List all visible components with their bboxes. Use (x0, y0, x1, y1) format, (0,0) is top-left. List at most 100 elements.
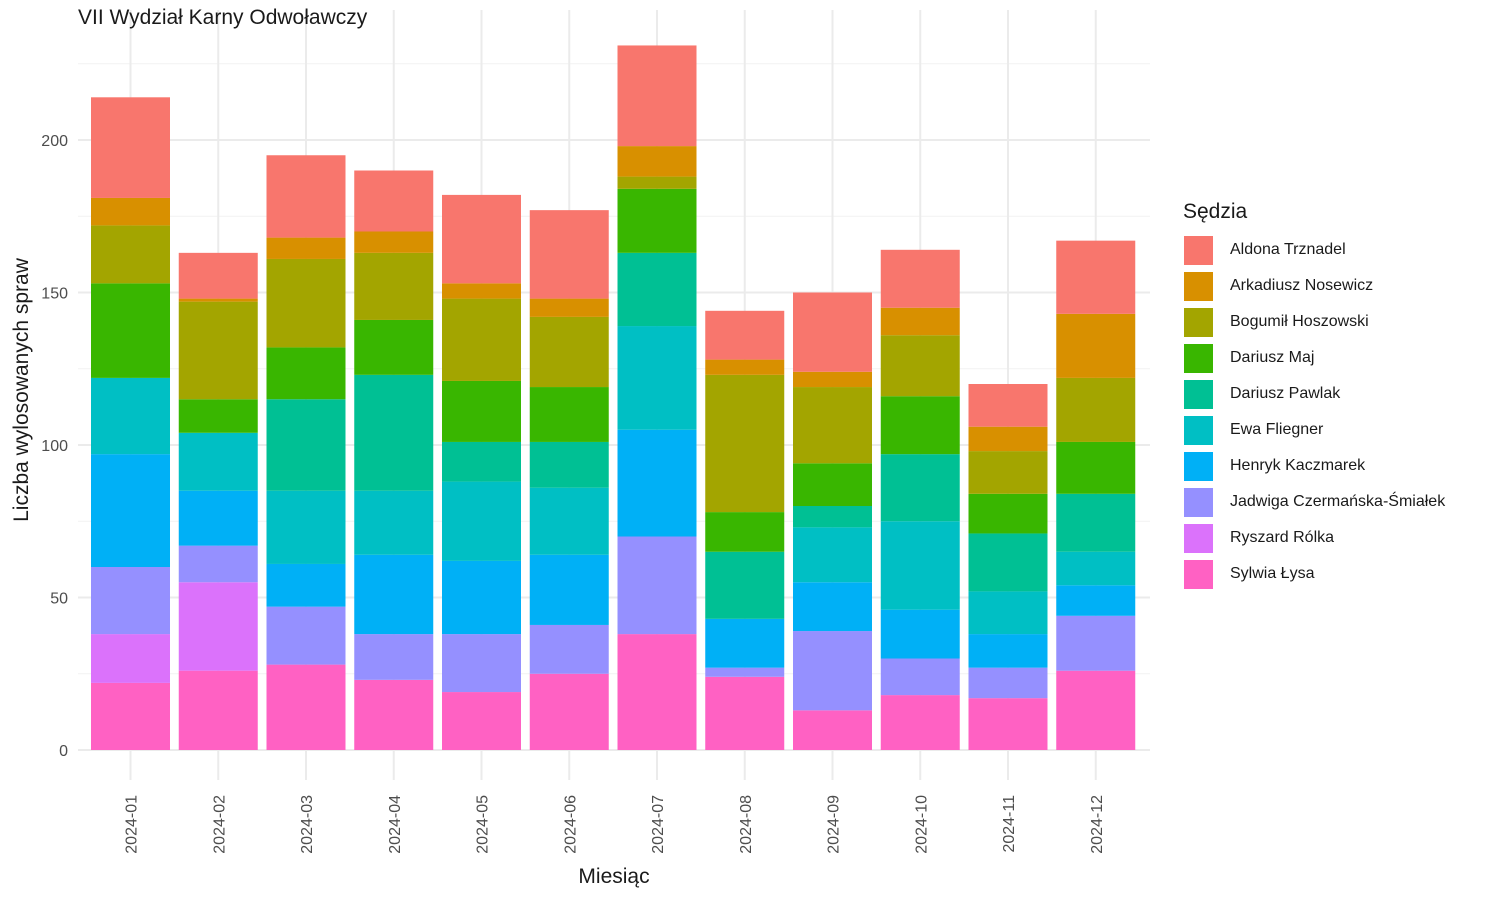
bar-segment (968, 451, 1048, 494)
legend-key (1183, 378, 1214, 410)
bar-segment (354, 231, 434, 253)
y-tick-label: 150 (41, 286, 68, 303)
bar-segment (617, 536, 697, 635)
x-tick-label: 2024-10 (913, 795, 930, 854)
bar-segment (91, 377, 170, 455)
bar-segment (793, 582, 872, 632)
bar-segment (178, 301, 258, 400)
bar-segment (529, 298, 609, 317)
bar-segment (178, 582, 258, 671)
x-tick-label: 2024-07 (650, 795, 667, 854)
x-tick-label: 2024-03 (299, 795, 316, 854)
bar-segment (968, 634, 1048, 668)
bar-segment (529, 441, 609, 488)
bar-segment (266, 664, 346, 750)
bar-segment (529, 554, 609, 625)
y-tick-labels: 0 50 100 150 200 (41, 133, 68, 760)
bar-segment (705, 618, 785, 668)
bar-segment (266, 606, 346, 665)
bar-segment (529, 624, 609, 674)
bar-segment (968, 533, 1048, 592)
bar-segment (442, 283, 521, 299)
bar-segment (1056, 615, 1136, 671)
bar-segment (880, 658, 960, 696)
bar-segment (91, 682, 170, 750)
legend-item: Dariusz Maj (1183, 340, 1445, 376)
bar-segment (705, 310, 785, 360)
x-tick-label: 2024-05 (475, 795, 492, 854)
x-axis-label: Miesiąc (578, 865, 650, 888)
bar-segment (354, 634, 434, 680)
bar-segment (793, 387, 872, 464)
bar-segment (617, 634, 697, 750)
bar-segment (1056, 441, 1136, 494)
legend-item: Ewa Fliegner (1183, 412, 1445, 448)
bar-segment (880, 454, 960, 522)
bar-segment (1056, 240, 1136, 314)
bars (91, 45, 1136, 750)
legend-label: Bogumił Hoszowski (1230, 313, 1369, 330)
bar-segment (617, 146, 697, 177)
bar-segment (266, 237, 346, 259)
bar-segment (266, 399, 346, 491)
bar-segment (705, 551, 785, 619)
bar-segment (880, 396, 960, 455)
bar-segment (793, 506, 872, 528)
bar-segment (793, 371, 872, 388)
bar-segment (968, 384, 1048, 427)
legend-key (1183, 486, 1214, 518)
bar-segment (91, 454, 170, 567)
bar-segment (354, 554, 434, 635)
y-tick-label: 100 (41, 438, 68, 455)
bar-segment (880, 307, 960, 336)
bar-segment (442, 560, 521, 635)
legend-item: Aldona Trznadel (1183, 232, 1445, 268)
bar-segment (91, 634, 170, 683)
legend-label: Sylwia Łysa (1230, 565, 1315, 582)
bar-segment (266, 490, 346, 564)
bar-segment (705, 359, 785, 375)
bar-segment (354, 319, 434, 375)
bar-segment (1056, 313, 1136, 378)
bar-segment (178, 545, 258, 583)
legend-label: Henryk Kaczmarek (1230, 457, 1366, 474)
bar-segment (442, 194, 521, 284)
bar-segment (266, 347, 346, 400)
legend-label: Dariusz Pawlak (1230, 385, 1341, 402)
bar-segment (529, 673, 609, 750)
legend-item: Jadwiga Czermańska-Śmiałek (1183, 484, 1445, 520)
chart-title: VII Wydział Karny Odwoławczy (78, 6, 368, 29)
x-tick-label: 2024-04 (387, 795, 404, 854)
bar-segment (705, 667, 785, 677)
legend-item: Bogumił Hoszowski (1183, 304, 1445, 340)
bar-segment (529, 316, 609, 388)
legend-item: Dariusz Pawlak (1183, 376, 1445, 412)
bar-segment (968, 426, 1048, 452)
legend-label: Aldona Trznadel (1230, 241, 1346, 258)
bar-segment (178, 490, 258, 546)
bar-segment (1056, 670, 1136, 750)
x-tick-label: 2024-02 (211, 795, 228, 854)
bar-segment (705, 374, 785, 513)
bar-segment (91, 197, 170, 226)
bar-segment (705, 512, 785, 552)
bar-segment (442, 692, 521, 750)
bar-segment (354, 170, 434, 232)
bar-segment (880, 335, 960, 397)
legend-key (1183, 342, 1214, 374)
legend-label: Dariusz Maj (1230, 349, 1315, 366)
bar-segment (178, 432, 258, 491)
legend-key (1183, 522, 1214, 554)
bar-segment (442, 298, 521, 381)
bar-segment (91, 97, 170, 198)
y-axis-label: Liczba wylosowanych spraw (10, 258, 33, 522)
bar-segment (266, 258, 346, 348)
legend-key (1183, 414, 1214, 446)
bar-segment (968, 493, 1048, 534)
y-tick-label: 0 (59, 743, 68, 760)
bar-segment (793, 710, 872, 750)
bar-segment (793, 631, 872, 711)
legend-item: Henryk Kaczmarek (1183, 448, 1445, 484)
bar-segment (178, 298, 258, 302)
